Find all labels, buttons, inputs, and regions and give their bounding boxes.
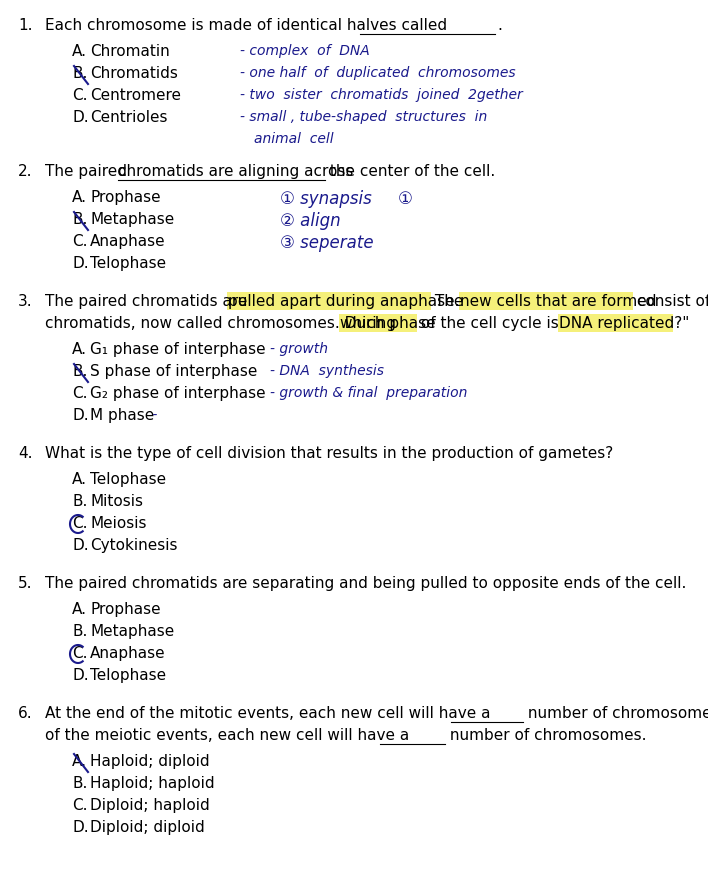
Text: The paired chromatids are: The paired chromatids are [45,294,252,309]
Text: C.: C. [72,88,88,103]
Text: D.: D. [72,110,88,125]
Text: - small , tube-shaped  structures  in: - small , tube-shaped structures in [240,110,487,124]
Text: A.: A. [72,190,87,205]
Text: D.: D. [72,820,88,835]
Text: 2.: 2. [18,164,33,179]
Text: A.: A. [72,44,87,59]
Text: Diploid; diploid: Diploid; diploid [90,820,205,835]
Text: 4.: 4. [18,446,33,461]
Text: The: The [430,294,468,309]
Text: B.: B. [72,776,87,791]
Text: 5.: 5. [18,576,33,591]
Text: chromatids, now called chromosomes. During: chromatids, now called chromosomes. Duri… [45,316,401,331]
Text: Metaphase: Metaphase [90,212,174,227]
Text: D.: D. [72,538,88,553]
Text: C.: C. [72,646,88,661]
Text: pulled apart during anaphase.: pulled apart during anaphase. [228,294,459,309]
Text: Each chromosome is made of identical halves called: Each chromosome is made of identical hal… [45,18,447,33]
Text: ③ seperate: ③ seperate [280,234,374,252]
Text: The paired chromatids are separating and being pulled to opposite ends of the ce: The paired chromatids are separating and… [45,576,686,591]
Text: ② align: ② align [280,212,341,230]
Text: consist of: consist of [632,294,708,309]
Text: S phase of interphase: S phase of interphase [90,364,258,379]
Text: B.: B. [72,364,87,379]
Text: A.: A. [72,602,87,617]
Text: Meiosis: Meiosis [90,516,147,531]
Text: D.: D. [72,668,88,683]
Text: 1.: 1. [18,18,33,33]
Text: DNA replicated?": DNA replicated?" [559,316,690,331]
Text: - complex  of  DNA: - complex of DNA [240,44,370,58]
Text: - growth & final  preparation: - growth & final preparation [270,386,467,400]
Text: Mitosis: Mitosis [90,494,143,509]
Text: number of chromosomes. At the: number of chromosomes. At the [523,706,708,721]
Text: D.: D. [72,408,88,423]
Text: B.: B. [72,494,87,509]
Bar [227,292,431,310]
Text: Prophase: Prophase [90,190,161,205]
Text: number of chromosomes.: number of chromosomes. [445,728,646,743]
Text: Anaphase: Anaphase [90,646,166,661]
Text: B.: B. [72,624,87,639]
Text: - one half  of  duplicated  chromosomes: - one half of duplicated chromosomes [240,66,515,80]
Text: Chromatin: Chromatin [90,44,170,59]
Text: Diploid; haploid: Diploid; haploid [90,798,210,813]
Text: Telophase: Telophase [90,668,166,683]
Text: C.: C. [72,234,88,249]
Text: - two  sister  chromatids  joined  2gether: - two sister chromatids joined 2gether [240,88,523,102]
Text: - DNA  synthesis: - DNA synthesis [270,364,384,378]
Text: Chromatids: Chromatids [90,66,178,81]
Text: A.: A. [72,472,87,487]
Text: Telophase: Telophase [90,472,166,487]
Text: the center of the cell.: the center of the cell. [325,164,496,179]
Text: The paired: The paired [45,164,132,179]
Text: Haploid; diploid: Haploid; diploid [90,754,210,769]
Text: of the meiotic events, each new cell will have a: of the meiotic events, each new cell wil… [45,728,414,743]
Text: 3.: 3. [18,294,33,309]
Text: C.: C. [72,386,88,401]
Text: .: . [497,18,502,33]
Bar [339,314,417,332]
Text: Telophase: Telophase [90,256,166,271]
Text: Prophase: Prophase [90,602,161,617]
Text: chromatids are aligning across: chromatids are aligning across [118,164,353,179]
Text: C.: C. [72,516,88,531]
Text: - growth: - growth [270,342,328,356]
Text: C.: C. [72,798,88,813]
Text: M phase: M phase [90,408,154,423]
Text: animal  cell: animal cell [254,132,333,146]
Text: Anaphase: Anaphase [90,234,166,249]
Text: Centrioles: Centrioles [90,110,168,125]
Text: which phase: which phase [340,316,435,331]
Text: G₁ phase of interphase: G₁ phase of interphase [90,342,266,357]
Text: B.: B. [72,212,87,227]
Bar [459,292,633,310]
Text: new cells that are formed: new cells that are formed [460,294,656,309]
Text: of the cell cycle is: of the cell cycle is [416,316,564,331]
Text: Centromere: Centromere [90,88,181,103]
Text: 6.: 6. [18,706,33,721]
Text: B.: B. [72,66,87,81]
Bar [558,314,673,332]
Text: ① synapsis     ①: ① synapsis ① [280,190,413,208]
Text: At the end of the mitotic events, each new cell will have a: At the end of the mitotic events, each n… [45,706,496,721]
Text: A.: A. [72,754,87,769]
Text: G₂ phase of interphase: G₂ phase of interphase [90,386,266,401]
Text: -: - [148,408,157,422]
Text: D.: D. [72,256,88,271]
Text: Haploid; haploid: Haploid; haploid [90,776,215,791]
Text: Cytokinesis: Cytokinesis [90,538,178,553]
Text: What is the type of cell division that results in the production of gametes?: What is the type of cell division that r… [45,446,613,461]
Text: A.: A. [72,342,87,357]
Text: Metaphase: Metaphase [90,624,174,639]
